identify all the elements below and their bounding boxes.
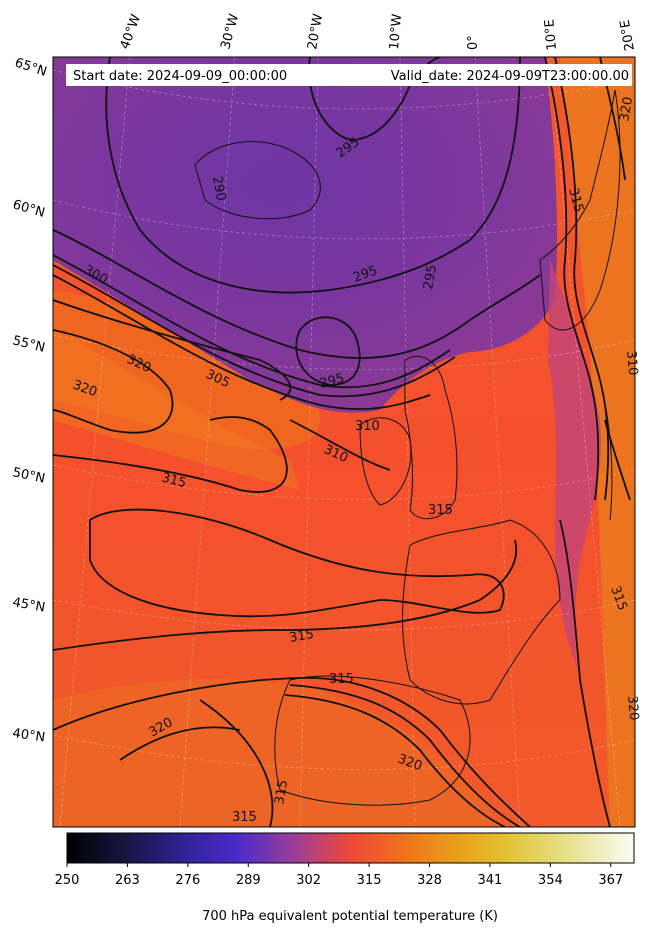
lat-label-40n: 40°N xyxy=(11,726,46,745)
contour-315-closed xyxy=(89,508,505,618)
lon-label-40w: 40°W xyxy=(118,12,144,51)
ireland-coast xyxy=(359,417,412,506)
start-date-label: Start date: 2024-09-09_00:00:00 xyxy=(73,69,287,84)
iceland-coast xyxy=(194,141,321,220)
colorbar-tick-label: 250 xyxy=(55,873,80,888)
contour-label: 320 xyxy=(624,695,641,721)
contour-label: 315 xyxy=(272,779,291,806)
colorbar-ticks: 250 263 276 289 302 315 328 341 354 367 xyxy=(55,863,623,888)
great-britain-coast xyxy=(404,355,458,520)
contour-320-south-a xyxy=(289,684,521,827)
map-frame xyxy=(52,56,636,828)
lat-label-55n: 55°N xyxy=(11,333,46,355)
lon-label-20e: 20°E xyxy=(618,19,638,52)
contour-320-sw xyxy=(119,726,241,761)
contour-label: 315 xyxy=(232,810,257,825)
contour-315-east-a xyxy=(544,57,600,501)
header-box xyxy=(66,64,632,86)
warm-tongue xyxy=(53,330,300,490)
colorbar-tick-label: 276 xyxy=(175,873,200,888)
map-area xyxy=(53,57,635,827)
contour-300 xyxy=(53,229,541,359)
contour-295-closed xyxy=(295,316,361,386)
contour-label: 295 xyxy=(421,264,440,291)
contour-label: 310 xyxy=(623,350,640,376)
contour-295-outer xyxy=(105,57,521,294)
contour-315-sw xyxy=(199,699,274,827)
colorbar-label: 700 hPa equivalent potential temperature… xyxy=(202,909,498,924)
lat-label-50n: 50°N xyxy=(11,465,46,486)
lon-label-10e: 10°E xyxy=(542,19,560,51)
contour-320-south-b xyxy=(284,694,506,827)
lon-label-10w: 10°W xyxy=(387,13,405,50)
scandinavia-coast xyxy=(539,89,621,331)
lon-label-20w: 20°W xyxy=(305,13,326,51)
contour-320-west xyxy=(53,329,174,434)
contour-310-east xyxy=(559,519,611,827)
colorbar-tick-label: 341 xyxy=(478,873,503,888)
contour-320-north xyxy=(53,299,292,401)
warm-band-south xyxy=(53,679,500,827)
contour-label: 315 xyxy=(565,186,586,214)
lat-label-65n: 65°N xyxy=(13,56,49,80)
colorbar-tick-label: 302 xyxy=(296,873,321,888)
cold-air-region xyxy=(53,57,557,413)
contour-label: 315 xyxy=(288,627,315,646)
colorbar-tick-label: 315 xyxy=(357,873,382,888)
contour-labels: 295 295 295 295 290 300 305 310 310 315 … xyxy=(71,96,641,825)
contour-label: 315 xyxy=(428,503,453,518)
contour-305-b xyxy=(53,264,456,398)
latitude-labels: 65°N 60°N 55°N 50°N 45°N 40°N xyxy=(11,56,49,746)
france-coast xyxy=(402,519,561,705)
contour-315-far-east xyxy=(604,419,631,501)
contour-315-west xyxy=(53,416,288,493)
longitude-labels: 40°W 30°W 20°W 10°W 0° 10°E 20°E xyxy=(118,12,638,52)
valid-date-label: Valid_date: 2024-09-09T23:00:00.00 xyxy=(391,69,629,84)
contour-315-east-b xyxy=(554,57,610,501)
contour-label: 315 xyxy=(329,672,354,687)
colorbar-tick-label: 354 xyxy=(538,873,563,888)
graticule xyxy=(53,57,635,827)
contour-lines xyxy=(53,57,631,827)
colorbar xyxy=(66,832,635,864)
contour-310 xyxy=(289,419,391,471)
lat-label-60n: 60°N xyxy=(11,197,47,220)
iberia-coast xyxy=(274,675,471,806)
colorbar-tick-label: 263 xyxy=(115,873,140,888)
lat-label-45n: 45°N xyxy=(11,595,46,615)
colorbar-tick-label: 289 xyxy=(236,873,261,888)
contour-label: 290 xyxy=(209,175,228,202)
contour-305-c xyxy=(53,274,431,411)
contour-label: 295 xyxy=(318,371,346,392)
lon-label-0: 0° xyxy=(466,35,481,50)
contour-label: 315 xyxy=(160,470,188,491)
lon-label-30w: 30°W xyxy=(218,12,242,51)
colorbar-tick-label: 328 xyxy=(417,873,442,888)
trough-region xyxy=(548,260,601,670)
contour-315-south xyxy=(53,677,531,827)
contour-305-a xyxy=(53,254,451,389)
contour-label: 310 xyxy=(355,419,380,434)
contour-315-mid xyxy=(53,539,518,651)
colorbar-tick-label: 367 xyxy=(598,873,623,888)
contour-label: 320 xyxy=(617,96,636,123)
